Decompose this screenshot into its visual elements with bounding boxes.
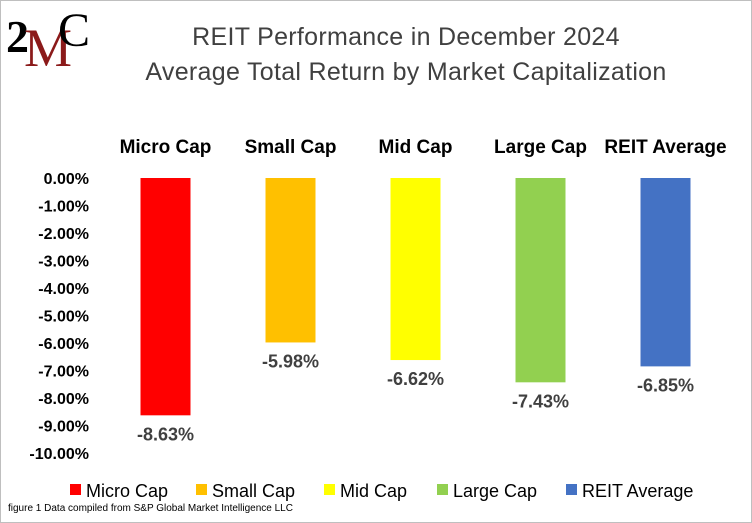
figure-caption: figure 1 Data compiled from S&P Global M… — [8, 503, 293, 514]
logo-text-c: C — [58, 4, 90, 57]
legend-entry: Large Cap — [453, 481, 537, 501]
data-label: -5.98% — [262, 351, 319, 371]
bar-reit-average — [640, 178, 691, 367]
legend-entry: REIT Average — [582, 481, 693, 501]
y-tick-label: -2.00% — [38, 226, 89, 243]
bar-micro-cap — [140, 178, 191, 416]
chart-title-line2: Average Total Return by Market Capitaliz… — [145, 58, 667, 86]
legend-swatch — [437, 484, 448, 495]
legend-entry: Mid Cap — [340, 481, 407, 501]
chart-title-line1: REIT Performance in December 2024 — [192, 23, 620, 51]
bar-mid-cap — [390, 178, 441, 361]
category-label: Micro Cap — [120, 137, 212, 158]
y-tick-label: -10.00% — [29, 446, 89, 463]
y-tick-label: -3.00% — [38, 254, 89, 271]
y-tick-label: -4.00% — [38, 281, 89, 298]
legend-swatch — [196, 484, 207, 495]
data-label: -6.62% — [387, 369, 444, 389]
bar-small-cap — [265, 178, 316, 343]
legend-entry: Micro Cap — [86, 481, 168, 501]
data-label: -7.43% — [512, 391, 569, 411]
legend-swatch — [70, 484, 81, 495]
y-tick-label: -5.00% — [38, 309, 89, 326]
logo: 2 M C — [6, 4, 90, 74]
y-tick-label: -9.00% — [38, 419, 89, 436]
bar-large-cap — [515, 178, 566, 383]
category-label: Large Cap — [494, 137, 587, 158]
category-label: REIT Average — [604, 137, 726, 158]
y-tick-label: -6.00% — [38, 336, 89, 353]
legend-entry: Small Cap — [212, 481, 295, 501]
legend-swatch — [566, 484, 577, 495]
category-label: Small Cap — [245, 137, 337, 158]
logo-text-2: 2 — [6, 11, 29, 62]
y-tick-label: 0.00% — [44, 171, 89, 188]
data-label: -8.63% — [137, 424, 194, 444]
y-tick-label: -8.00% — [38, 391, 89, 408]
legend-swatch — [324, 484, 335, 495]
y-tick-label: -1.00% — [38, 199, 89, 216]
y-tick-label: -7.00% — [38, 364, 89, 381]
data-label: -6.85% — [637, 375, 694, 395]
category-label: Mid Cap — [379, 137, 453, 158]
logo-text-m: M — [24, 18, 72, 74]
